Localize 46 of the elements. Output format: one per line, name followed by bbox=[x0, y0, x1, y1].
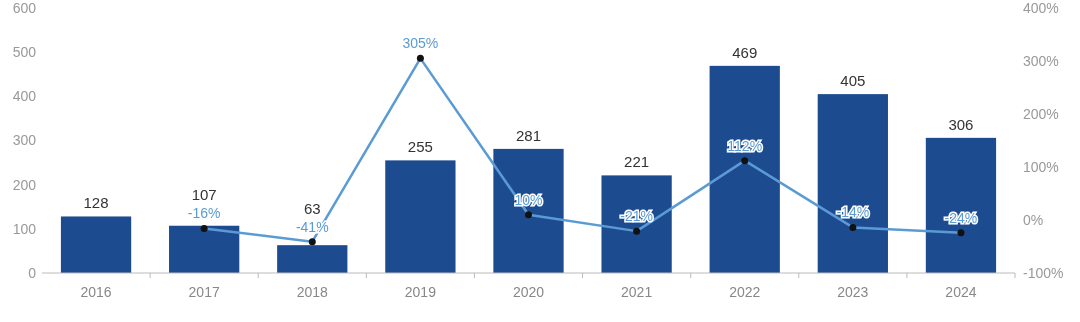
x-tick-label: 2017 bbox=[188, 284, 220, 300]
x-tick-label: 2023 bbox=[837, 284, 869, 300]
x-tick-label: 2020 bbox=[512, 284, 545, 300]
data-label: -21% bbox=[620, 208, 653, 225]
y-tick-label: 200 bbox=[12, 176, 37, 193]
y-tick-label: 500 bbox=[12, 44, 37, 61]
y-tick-label: 100 bbox=[12, 220, 37, 237]
data-label: -16% bbox=[187, 205, 221, 222]
data-label: 221 bbox=[624, 153, 650, 171]
data-label: 255 bbox=[407, 138, 433, 156]
y2-tick-label: -100% bbox=[1023, 264, 1064, 281]
data-label: 281 bbox=[515, 126, 542, 144]
data-label: 128 bbox=[83, 194, 109, 212]
bar bbox=[493, 148, 564, 273]
y-tick-label: 400 bbox=[12, 88, 37, 105]
bar bbox=[817, 94, 888, 273]
data-label: 112% bbox=[727, 137, 763, 154]
x-tick-label: 2019 bbox=[404, 284, 437, 300]
bar bbox=[925, 137, 997, 273]
bar bbox=[169, 225, 240, 273]
data-label: -14% bbox=[836, 204, 870, 221]
y2-tick-label: 400% bbox=[1023, 0, 1059, 16]
x-tick-label: 2016 bbox=[80, 284, 112, 300]
y-tick-label: 300 bbox=[12, 132, 37, 149]
data-label: 306 bbox=[948, 115, 974, 133]
x-tick-label: 2018 bbox=[296, 284, 329, 300]
y2-tick-label: 200% bbox=[1023, 105, 1059, 122]
data-label: 63 bbox=[303, 199, 321, 217]
y2-tick-label: 0% bbox=[1023, 211, 1044, 228]
bar bbox=[709, 65, 780, 273]
x-tick-label: 2022 bbox=[729, 284, 761, 300]
bar bbox=[385, 160, 456, 273]
y2-tick-label: 100% bbox=[1023, 158, 1059, 175]
data-label: -24% bbox=[944, 209, 978, 226]
bar bbox=[277, 245, 348, 273]
data-label: 469 bbox=[732, 43, 758, 61]
y2-tick-label: 300% bbox=[1023, 52, 1059, 69]
data-label: 305% bbox=[402, 35, 439, 52]
x-tick-label: 2021 bbox=[621, 284, 653, 300]
data-label: 405 bbox=[840, 72, 866, 90]
x-tick-label: 2024 bbox=[945, 284, 977, 300]
bar bbox=[60, 216, 132, 273]
y-tick-label: 600 bbox=[12, 0, 37, 16]
data-label: 107 bbox=[191, 186, 217, 204]
bar bbox=[601, 175, 672, 273]
y-tick-label: 0 bbox=[28, 264, 37, 281]
